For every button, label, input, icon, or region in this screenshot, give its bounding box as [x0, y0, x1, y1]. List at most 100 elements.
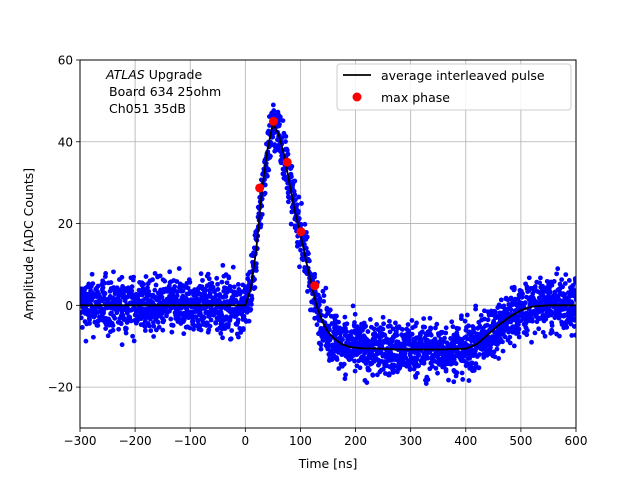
noise-point — [236, 334, 241, 340]
noise-point — [562, 281, 568, 286]
noise-point — [112, 315, 118, 321]
noise-point — [555, 266, 561, 272]
noise-point — [270, 102, 276, 108]
noise-point — [206, 327, 212, 333]
noise-point — [304, 234, 310, 240]
x-tick-label: 200 — [344, 434, 367, 448]
noise-point — [396, 324, 402, 330]
noise-point — [428, 325, 433, 331]
noise-point — [453, 361, 459, 366]
noise-point — [116, 326, 122, 332]
noise-point — [522, 300, 528, 306]
noise-point — [570, 283, 576, 288]
noise-point — [382, 332, 388, 338]
noise-point — [297, 264, 302, 270]
noise-point — [220, 335, 225, 341]
atlas-annotation: ATLAS Upgrade Board 634 25ohm Ch051 35dB — [105, 67, 221, 116]
noise-point — [235, 317, 241, 323]
noise-point — [429, 363, 435, 369]
noise-point — [449, 319, 455, 325]
x-tick-label: −100 — [174, 434, 207, 448]
noise-point — [130, 333, 135, 339]
y-axis-ticks: −20 0 20 40 60 — [48, 54, 80, 395]
noise-point — [560, 284, 565, 290]
noise-point — [306, 258, 312, 264]
noise-point — [175, 289, 180, 295]
noise-point — [266, 167, 272, 173]
noise-point — [459, 370, 465, 376]
noise-point — [262, 190, 268, 196]
noise-point — [195, 317, 201, 323]
noise-point — [428, 332, 434, 338]
noise-point — [451, 379, 457, 385]
noise-point — [336, 366, 342, 371]
noise-point — [264, 173, 270, 179]
noise-point — [284, 148, 290, 153]
noise-point — [341, 361, 347, 367]
noise-point — [288, 221, 294, 227]
noise-point — [150, 277, 155, 283]
noise-point — [536, 326, 542, 332]
noise-point — [456, 326, 461, 332]
noise-point — [516, 326, 522, 332]
noise-point — [337, 325, 343, 331]
noise-point — [184, 307, 190, 313]
noise-point — [151, 323, 157, 329]
noise-point — [314, 322, 320, 328]
legend-box — [336, 63, 572, 111]
noise-point — [270, 134, 276, 140]
noise-point — [530, 318, 535, 324]
noise-point — [515, 321, 521, 327]
noise-point — [288, 174, 294, 180]
noise-point — [123, 330, 129, 336]
noise-point — [508, 307, 514, 313]
noise-point — [156, 324, 162, 330]
y-tick-label: 60 — [58, 54, 73, 68]
noise-point — [568, 321, 574, 327]
noise-point — [549, 323, 555, 328]
noise-point — [283, 139, 288, 144]
svg-text:ATLAS Upgrade: ATLAS Upgrade — [105, 67, 202, 82]
x-tick-label: 600 — [565, 434, 588, 448]
noise-point — [289, 163, 295, 169]
noise-point — [144, 292, 150, 298]
noise-point — [198, 271, 204, 277]
noise-point — [157, 273, 163, 279]
noise-point — [103, 326, 109, 332]
noise-point — [95, 283, 101, 289]
noise-point — [320, 288, 326, 294]
noise-point — [443, 325, 449, 331]
noise-point — [316, 302, 322, 308]
noise-point — [450, 324, 456, 330]
noise-point — [218, 305, 224, 311]
noise-point — [187, 279, 193, 285]
noise-point — [557, 333, 562, 339]
noise-point — [506, 329, 511, 335]
noise-point — [172, 284, 178, 289]
max-phase-point — [255, 183, 265, 193]
noise-point — [387, 329, 393, 335]
noise-point — [90, 281, 96, 287]
noise-point — [543, 316, 549, 322]
noise-point — [181, 331, 187, 337]
noise-point — [334, 313, 339, 319]
noise-point — [296, 194, 302, 200]
noise-point — [259, 211, 265, 217]
noise-point — [569, 300, 575, 306]
noise-point — [402, 351, 408, 356]
noise-point — [214, 275, 220, 281]
noise-point — [394, 332, 400, 338]
noise-point — [142, 324, 148, 330]
noise-point — [507, 334, 513, 340]
noise-point — [147, 323, 152, 329]
noise-point — [252, 285, 258, 290]
noise-point — [220, 262, 226, 268]
noise-point — [228, 336, 234, 342]
noise-point — [356, 325, 362, 331]
noise-point — [231, 284, 237, 290]
max-phase-point — [310, 281, 320, 291]
noise-point — [102, 290, 108, 296]
noise-point — [342, 314, 348, 320]
noise-point — [343, 372, 348, 378]
